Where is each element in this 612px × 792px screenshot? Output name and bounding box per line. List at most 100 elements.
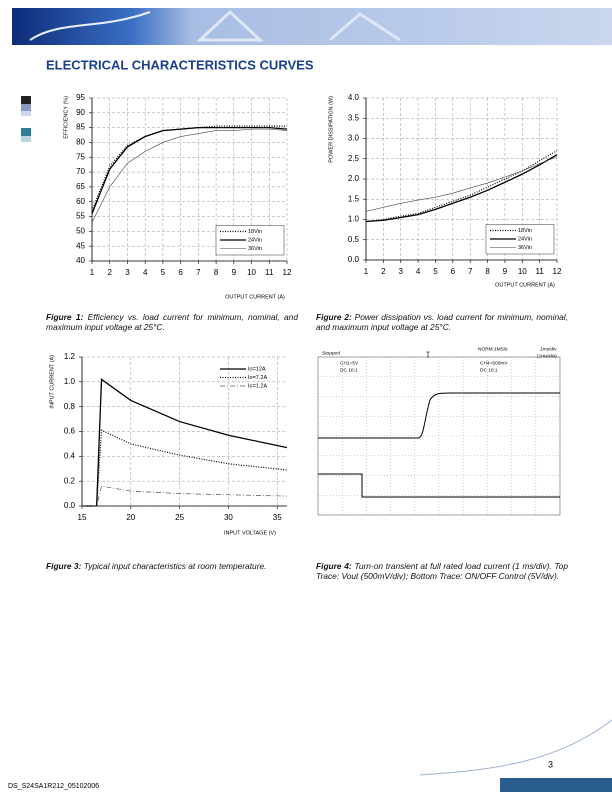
- y-tick-label: 75: [76, 152, 85, 161]
- caption-label: Figure 4:: [316, 561, 352, 571]
- figure-caption: Figure 1: Efficiency vs. load current fo…: [46, 312, 298, 332]
- y-axis-label: POWER DISSIPATION (W): [328, 96, 334, 163]
- y-tick-label: 40: [76, 256, 85, 265]
- scope-trace-onoff: [318, 473, 560, 498]
- y-tick-label: 90: [76, 108, 85, 117]
- x-tick-label: 3: [125, 268, 130, 277]
- legend-label: 36Vin: [518, 245, 532, 251]
- x-tick-label: 2: [108, 268, 113, 277]
- legend-label: Io=12A: [248, 366, 266, 372]
- x-tick-label: 1: [364, 267, 369, 276]
- trigger-marker: [426, 351, 430, 358]
- y-tick-label: 1.0: [348, 215, 360, 224]
- y-tick-label: 85: [76, 123, 85, 132]
- x-tick-label: 2: [381, 267, 386, 276]
- doc-id: DS_S24SA1R212_05102006: [8, 783, 99, 790]
- deco-square: [21, 136, 31, 142]
- x-tick-label: 15: [78, 513, 87, 522]
- caption-label: Figure 3:: [46, 561, 82, 571]
- y-tick-label: 2.0: [348, 174, 360, 183]
- legend-label: 18Vin: [248, 229, 262, 235]
- banner-shapes: [196, 9, 401, 42]
- y-tick-label: 3.5: [348, 113, 360, 122]
- x-tick-label: 11: [265, 268, 274, 277]
- x-tick-label: 5: [161, 268, 166, 277]
- series-line: [365, 150, 558, 223]
- deco-square: [21, 128, 31, 136]
- y-tick-label: 0.2: [64, 476, 76, 485]
- legend-label: Io=1.2A: [248, 383, 267, 389]
- x-axis-label: INPUT VOLTAGE (V): [224, 530, 276, 536]
- deco-square: [21, 96, 31, 104]
- scope-label: DC 10:1: [480, 367, 498, 373]
- scope-label: (1ms/div): [537, 353, 557, 359]
- x-tick-label: 7: [196, 268, 201, 277]
- caption-text: Turn-on transient at full rated load cur…: [316, 561, 568, 581]
- legend-label: Io=7.2A: [248, 375, 267, 381]
- caption-label: Figure 2:: [316, 312, 352, 322]
- x-tick-label: 12: [553, 267, 562, 276]
- series-line: [91, 126, 288, 214]
- y-axis-label: EFFICIENCY (%): [63, 96, 69, 139]
- y-tick-label: 1.0: [64, 377, 76, 386]
- x-tick-label: 5: [433, 267, 438, 276]
- series-line: [82, 429, 288, 507]
- x-tick-label: 9: [503, 267, 508, 276]
- series-line: [82, 485, 288, 507]
- x-axis-label: OUTPUT CURRENT (A): [225, 294, 285, 300]
- y-tick-label: 1.2: [64, 352, 76, 361]
- x-tick-label: 10: [247, 268, 256, 277]
- x-tick-label: 20: [126, 513, 135, 522]
- y-tick-label: 45: [76, 241, 85, 250]
- legend-label: 18Vin: [518, 228, 532, 234]
- scope-label: Stopped: [322, 350, 340, 356]
- scope-frame: [317, 356, 561, 516]
- x-tick-label: 30: [224, 513, 233, 522]
- y-tick-label: 4.0: [348, 93, 360, 102]
- y-tick-label: 60: [76, 197, 85, 206]
- y-tick-label: 0.8: [64, 402, 76, 411]
- x-tick-label: 8: [214, 268, 219, 277]
- scope-trace-vout: [318, 392, 560, 439]
- scope-label: CH4=500mV: [480, 360, 508, 366]
- x-tick-label: 1: [90, 268, 95, 277]
- page-number: 3: [548, 759, 553, 769]
- y-tick-label: 3.0: [348, 134, 360, 143]
- figure-caption: Figure 4: Turn-on transient at full rate…: [316, 561, 568, 581]
- caption-text: Power dissipation vs. load current for m…: [316, 312, 568, 332]
- x-tick-label: 4: [416, 267, 421, 276]
- caption-label: Figure 1:: [46, 312, 84, 322]
- y-tick-label: 2.5: [348, 154, 360, 163]
- footer-bar: [500, 778, 612, 792]
- figure-caption: Figure 2: Power dissipation vs. load cur…: [316, 312, 568, 332]
- y-tick-label: 95: [76, 93, 85, 102]
- y-tick-label: 70: [76, 167, 85, 176]
- x-tick-label: 6: [451, 267, 456, 276]
- y-tick-label: 50: [76, 226, 85, 235]
- y-tick-label: 0.5: [348, 235, 360, 244]
- x-tick-label: 8: [485, 267, 490, 276]
- series-line: [91, 125, 287, 211]
- y-tick-label: 0.0: [64, 501, 76, 510]
- x-axis-label: OUTPUT CURRENT (A): [495, 282, 555, 288]
- scope-label: 1ms/div: [540, 346, 557, 352]
- x-tick-label: 25: [175, 513, 184, 522]
- x-tick-label: 4: [143, 268, 148, 277]
- y-tick-label: 55: [76, 212, 85, 221]
- y-axis-label: INPUT CURRENT (A): [49, 355, 55, 409]
- series-line: [82, 378, 288, 507]
- scope-label: CH1=5V: [340, 360, 359, 366]
- x-tick-label: 11: [535, 267, 544, 276]
- x-tick-label: 12: [283, 268, 292, 277]
- y-tick-label: 0.6: [64, 427, 76, 436]
- series-line: [91, 128, 288, 223]
- y-tick-label: 0.4: [64, 451, 76, 460]
- legend-label: 24Vin: [248, 237, 262, 243]
- x-tick-label: 35: [273, 513, 282, 522]
- caption-text: Typical input characteristics at room te…: [83, 561, 267, 571]
- legend-label: 36Vin: [248, 246, 262, 252]
- page-title: ELECTRICAL CHARACTERISTICS CURVES: [46, 57, 314, 72]
- y-tick-label: 65: [76, 182, 85, 191]
